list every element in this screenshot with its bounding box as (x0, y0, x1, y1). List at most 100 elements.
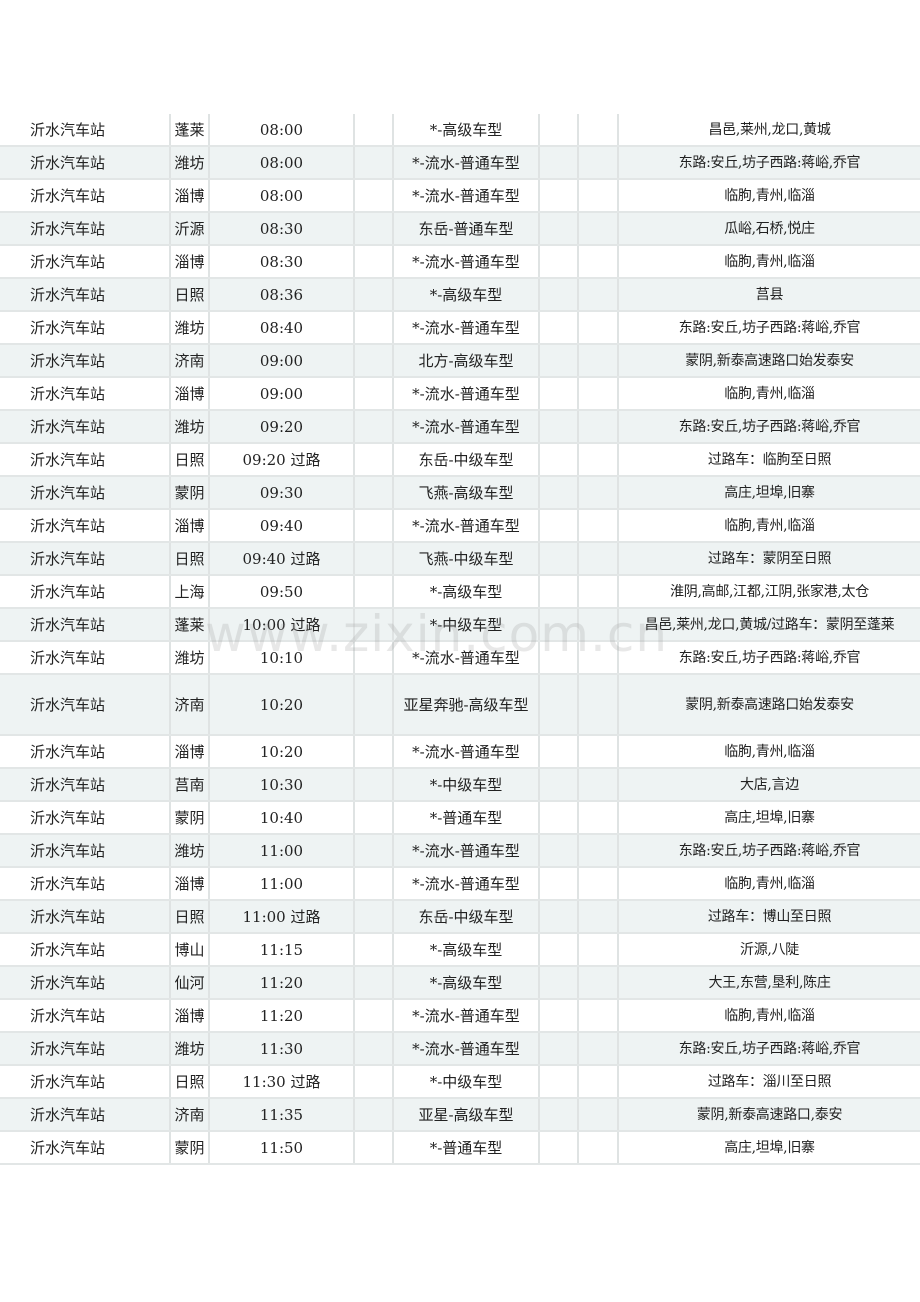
cell-route-stops: 大王,东营,垦利,陈庄 (617, 966, 920, 1000)
cell-blank-a (353, 212, 393, 246)
cell-station: 沂水汽车站 (0, 212, 170, 246)
cell-route-stops: 东路:安丘,坊子西路:蒋峪,乔官 (617, 410, 920, 444)
cell-departure-time: 11:00 (208, 867, 354, 901)
table-row: 沂水汽车站 莒南 10:30 *-中级车型 大店,言边 (0, 768, 920, 802)
cell-station: 沂水汽车站 (0, 410, 170, 444)
cell-blank-b (538, 344, 578, 378)
cell-departure-time: 09:40 过路 (208, 542, 354, 576)
cell-route-stops: 东路:安丘,坊子西路:蒋峪,乔官 (617, 834, 920, 868)
cell-blank-a (353, 114, 393, 147)
cell-blank-b (538, 1065, 578, 1099)
cell-blank-a (353, 834, 393, 868)
cell-station: 沂水汽车站 (0, 377, 170, 411)
cell-departure-time: 09:20 (208, 410, 354, 444)
cell-blank-b (538, 999, 578, 1033)
cell-departure-time: 10:00 过路 (208, 608, 354, 642)
cell-station: 沂水汽车站 (0, 834, 170, 868)
cell-departure-time: 08:30 (208, 212, 354, 246)
cell-blank-a (353, 1032, 393, 1066)
cell-blank-a (353, 966, 393, 1000)
cell-blank-a (353, 735, 393, 769)
table-row: 沂水汽车站 淄博 08:30 *-流水-普通车型 临朐,青州,临淄 (0, 245, 920, 279)
cell-blank-a (353, 768, 393, 802)
cell-departure-time: 10:40 (208, 801, 354, 835)
cell-blank-a (353, 801, 393, 835)
cell-blank-b (538, 641, 578, 675)
cell-blank-a (353, 542, 393, 576)
cell-blank-c (577, 114, 618, 147)
table-row: 沂水汽车站 蓬莱 10:00 过路 *-中级车型 昌邑,莱州,龙口,黄城/过路车：蒙阴至… (0, 608, 920, 642)
cell-blank-c (577, 542, 618, 576)
cell-station: 沂水汽车站 (0, 966, 170, 1000)
cell-route-stops: 昌邑,莱州,龙口,黄城 (617, 114, 920, 147)
cell-station: 沂水汽车站 (0, 1131, 170, 1165)
table-row: 沂水汽车站 淄博 09:40 *-流水-普通车型 临朐,青州,临淄 (0, 509, 920, 543)
cell-blank-c (577, 509, 618, 543)
cell-blank-a (353, 179, 393, 213)
cell-departure-time: 08:00 (208, 146, 354, 180)
cell-blank-c (577, 311, 618, 345)
cell-blank-b (538, 735, 578, 769)
cell-blank-b (538, 900, 578, 934)
cell-station: 沂水汽车站 (0, 641, 170, 675)
cell-departure-time: 09:30 (208, 476, 354, 510)
cell-departure-time: 08:36 (208, 278, 354, 312)
cell-station: 沂水汽车站 (0, 443, 170, 477)
cell-departure-time: 09:00 (208, 344, 354, 378)
cell-route-stops: 大店,言边 (617, 768, 920, 802)
cell-destination: 蒙阴 (169, 476, 209, 510)
cell-destination: 潍坊 (169, 146, 209, 180)
cell-destination: 潍坊 (169, 1032, 209, 1066)
cell-blank-b (538, 377, 578, 411)
cell-blank-a (353, 311, 393, 345)
table-row: 沂水汽车站 淄博 11:00 *-流水-普通车型 临朐,青州,临淄 (0, 867, 920, 901)
cell-station: 沂水汽车站 (0, 674, 170, 736)
table-row: 沂水汽车站 蒙阴 11:50 *-普通车型 高庄,坦埠,旧寨 (0, 1131, 920, 1165)
cell-blank-c (577, 377, 618, 411)
cell-route-stops: 过路车：淄川至日照 (617, 1065, 920, 1099)
cell-bus-type: 北方-高级车型 (392, 344, 539, 378)
table-row: 沂水汽车站 淄博 09:00 *-流水-普通车型 临朐,青州,临淄 (0, 377, 920, 411)
cell-blank-a (353, 509, 393, 543)
cell-departure-time: 11:20 (208, 999, 354, 1033)
cell-route-stops: 临朐,青州,临淄 (617, 999, 920, 1033)
cell-departure-time: 10:30 (208, 768, 354, 802)
cell-blank-c (577, 834, 618, 868)
cell-blank-c (577, 641, 618, 675)
cell-blank-b (538, 542, 578, 576)
cell-blank-a (353, 410, 393, 444)
cell-blank-a (353, 999, 393, 1033)
cell-blank-b (538, 212, 578, 246)
cell-bus-type: *-高级车型 (392, 575, 539, 609)
cell-station: 沂水汽车站 (0, 1098, 170, 1132)
cell-blank-a (353, 377, 393, 411)
cell-destination: 淄博 (169, 245, 209, 279)
cell-route-stops: 东路:安丘,坊子西路:蒋峪,乔官 (617, 146, 920, 180)
table-row: 沂水汽车站 淄博 08:00 *-流水-普通车型 临朐,青州,临淄 (0, 179, 920, 213)
cell-destination: 潍坊 (169, 410, 209, 444)
cell-blank-b (538, 1032, 578, 1066)
cell-destination: 日照 (169, 443, 209, 477)
cell-destination: 淄博 (169, 735, 209, 769)
table-row: 沂水汽车站 日照 08:36 *-高级车型 莒县 (0, 278, 920, 312)
cell-station: 沂水汽车站 (0, 867, 170, 901)
cell-departure-time: 11:15 (208, 933, 354, 967)
table-row: 沂水汽车站 日照 09:40 过路 飞燕-中级车型 过路车：蒙阴至日照 (0, 542, 920, 576)
cell-blank-a (353, 344, 393, 378)
cell-blank-a (353, 867, 393, 901)
cell-destination: 济南 (169, 1098, 209, 1132)
cell-departure-time: 08:40 (208, 311, 354, 345)
cell-blank-b (538, 410, 578, 444)
cell-destination: 莒南 (169, 768, 209, 802)
cell-route-stops: 昌邑,莱州,龙口,黄城/过路车：蒙阴至蓬莱 (617, 608, 920, 642)
cell-departure-time: 11:35 (208, 1098, 354, 1132)
cell-blank-a (353, 575, 393, 609)
cell-departure-time: 10:20 (208, 735, 354, 769)
cell-blank-b (538, 245, 578, 279)
cell-blank-a (353, 1098, 393, 1132)
table-row: 沂水汽车站 济南 11:35 亚星-高级车型 蒙阴,新泰高速路口,泰安 (0, 1098, 920, 1132)
cell-station: 沂水汽车站 (0, 542, 170, 576)
cell-station: 沂水汽车站 (0, 933, 170, 967)
cell-station: 沂水汽车站 (0, 278, 170, 312)
cell-bus-type: *-流水-普通车型 (392, 999, 539, 1033)
